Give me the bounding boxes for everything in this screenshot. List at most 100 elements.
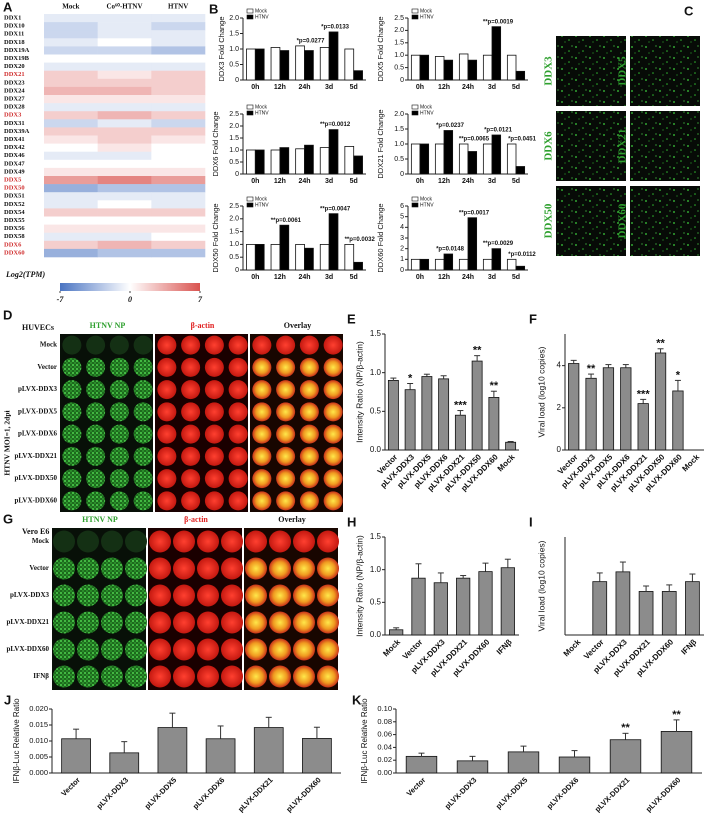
well [245,665,267,688]
well [53,638,75,661]
well [125,584,147,607]
bar [609,739,642,774]
heat-cell [151,70,206,80]
legend-label: Mock [420,8,432,14]
annotation: ** [656,338,665,350]
well [101,557,123,580]
column-header: Overlay [278,515,306,524]
well [204,335,224,355]
well [228,335,248,355]
y-tick-label: 0.08 [377,717,392,726]
legend-swatch [246,196,254,202]
y-tick-label: 2.0 [229,216,239,223]
row-label: DDX18 [4,39,25,46]
panel-title: HUVECs [22,323,54,332]
well [276,446,296,466]
well [157,446,177,466]
heat-cell [151,38,206,47]
bar [433,582,448,636]
colorbar [60,283,200,291]
well [173,638,195,661]
x-tick-label: pLVX-DDX5 [143,775,178,810]
bar [254,243,265,271]
y-axis-label: DDX5 Fold Change [376,16,385,81]
annotation: **p=0.0047 [320,206,351,212]
panel-label: J [4,692,11,707]
x-tick-label: 5d [350,84,358,91]
heat-cell [97,78,152,88]
well [221,557,243,580]
x-tick-label: 3d [488,84,496,91]
y-tick-label: 2.5 [394,15,404,22]
well [86,424,106,444]
annotation: **p=0.0017 [459,210,490,216]
heat-cell [151,62,206,71]
heat-cell [151,22,206,31]
x-tick-label: Mock [562,637,583,658]
well [317,530,339,553]
legend-label: Mock [255,196,267,202]
well [86,446,106,466]
y-axis-label: DDX60 Fold Change [376,203,385,272]
row-label: DDX56 [4,225,25,232]
bar [506,258,517,271]
heat-cell [97,184,152,193]
x-tick-label: pLVX-DDX3 [443,775,478,810]
heat-cell [44,192,98,201]
annotation: *p=0.0277 [297,38,326,44]
x-tick-label: Mock [680,452,701,473]
row-label: DDX46 [4,152,25,159]
well [133,402,153,422]
legend-swatch [411,104,419,110]
row-label: DDX11 [4,31,24,38]
well [86,491,106,511]
x-tick-label: 5d [350,274,358,281]
well [269,584,291,607]
x-tick-label: pLVX-DDX3 [95,775,130,810]
bar [491,26,502,81]
well [86,335,106,355]
bar [246,243,256,271]
well [181,424,201,444]
y-tick-label: 0.020 [29,704,48,713]
y-tick-label: 2.0 [229,15,239,22]
legend-swatch [411,202,419,208]
y-tick-label: 1.5 [229,228,239,235]
row-label: DDX51 [4,193,25,200]
bar [295,148,305,175]
well [252,424,272,444]
well [133,357,153,377]
bar [61,738,91,774]
well [109,357,129,377]
bar [500,567,515,636]
well [101,638,123,661]
x-tick-label: pLVX-DDX21 [593,775,631,813]
x-tick-label: 0h [416,274,424,281]
bar [304,144,314,175]
x-tick-label: 0h [416,178,424,185]
well [53,584,75,607]
heat-cell [44,70,98,80]
bar [389,629,404,636]
heat-cell [44,86,98,96]
annotation: *** [454,399,468,411]
y-tick-label: 2.0 [394,111,404,118]
well [204,380,224,400]
row-label: IFNβ [33,672,49,680]
row-label: pLVX-DDX50 [14,474,57,482]
bar [410,54,421,81]
micrograph-label: DDX6 [543,131,555,161]
micrograph-label: DDX50 [543,203,555,238]
panel-label: D [3,307,12,322]
well [62,446,82,466]
well [157,357,177,377]
legend-swatch [411,14,419,20]
well [62,491,82,511]
well [252,335,272,355]
well [221,638,243,661]
well [157,335,177,355]
x-tick-label: 24h [298,84,310,91]
row-label: DDX5 [4,177,22,184]
x-tick-label: Mock [496,452,517,473]
well [157,424,177,444]
